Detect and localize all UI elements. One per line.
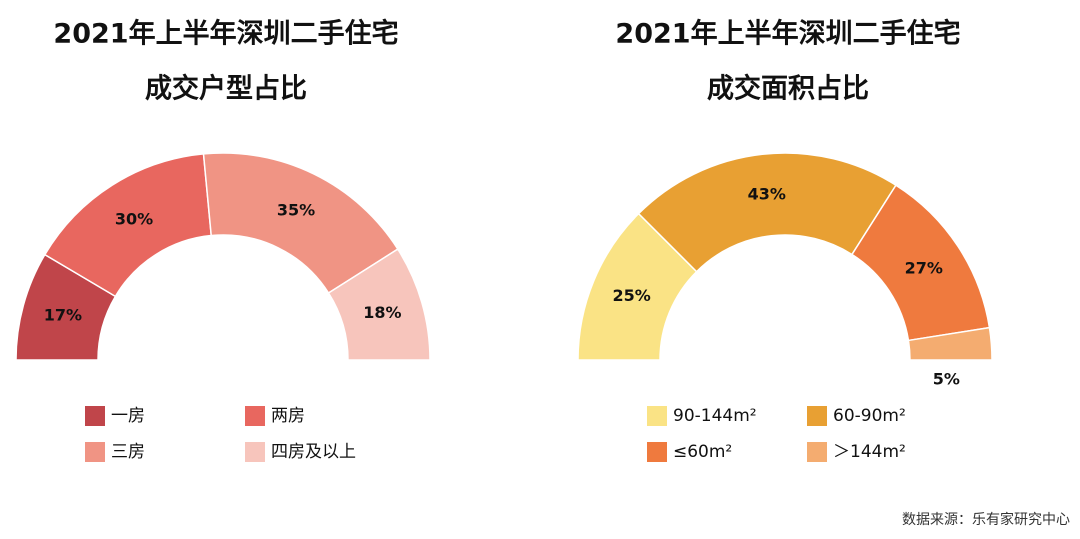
legend-label: ＞144m² bbox=[833, 442, 906, 462]
source: 数据来源：乐有家研究中心 bbox=[902, 511, 1070, 528]
legend-label: 两房 bbox=[271, 406, 305, 426]
legend-swatch bbox=[807, 442, 827, 462]
chart-subtitle: 成交户型占比 bbox=[145, 73, 307, 105]
legend-label: 四房及以上 bbox=[271, 442, 356, 462]
value-label: 27% bbox=[905, 258, 943, 277]
legend-swatch bbox=[647, 406, 667, 426]
chart-subtitle: 成交面积占比 bbox=[707, 73, 869, 105]
legend-swatch bbox=[807, 406, 827, 426]
chart-title: 2021年上半年深圳二手住宅 bbox=[615, 18, 960, 50]
legend-label: 90-144m² bbox=[673, 406, 757, 426]
segment bbox=[907, 326, 993, 361]
value-label: 35% bbox=[277, 200, 315, 219]
legend-label: 60-90m² bbox=[833, 406, 906, 426]
legend-swatch bbox=[85, 442, 105, 462]
legend-swatch bbox=[85, 406, 105, 426]
legend-label: ≤60m² bbox=[673, 442, 732, 462]
chart-title: 2021年上半年深圳二手住宅 bbox=[53, 18, 398, 50]
legend-swatch bbox=[647, 442, 667, 462]
value-label: 43% bbox=[748, 185, 786, 204]
legend-label: 三房 bbox=[111, 442, 145, 462]
value-label: 18% bbox=[363, 303, 401, 322]
value-label: 30% bbox=[115, 209, 153, 228]
legend-swatch bbox=[245, 442, 265, 462]
value-label: 5% bbox=[933, 370, 960, 389]
legend-label: 一房 bbox=[111, 406, 145, 426]
segment bbox=[327, 248, 431, 361]
value-label: 17% bbox=[44, 306, 82, 325]
value-label: 25% bbox=[612, 286, 650, 305]
segment bbox=[637, 152, 897, 273]
legend-swatch bbox=[245, 406, 265, 426]
